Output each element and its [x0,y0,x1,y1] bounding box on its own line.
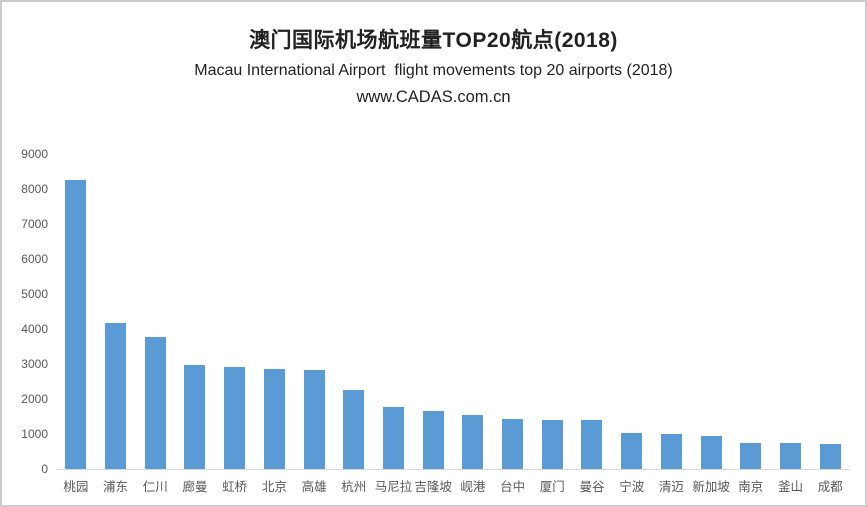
bar [263,368,285,469]
x-axis-label: 曼谷 [579,480,605,494]
bar-slot [135,154,175,469]
x-axis-label: 马尼拉 [374,480,413,494]
bar [700,435,722,469]
bar [462,414,484,469]
bar-slot [493,154,533,469]
x-axis-labels: 桃园 浦东 仁川 廊曼 虹桥 北京 高雄 杭州 马尼拉 吉隆坡 岘港 台中 厦门 曼谷 宁波 清迈 新加坡 南京釜… [56,476,850,495]
y-axis-tick-label: 7000 [21,216,48,231]
x-axis-label: 南京 [738,480,764,494]
x-axis-label: 清迈 [658,480,684,494]
bar-slot [175,154,215,469]
bars-container [56,154,850,469]
x-axis-label: 釜山 [778,480,804,494]
bar [422,410,444,469]
source-watermark: www.CADAS.com.cn [356,88,511,106]
bar [819,444,841,469]
y-axis-tick-label: 5000 [21,286,48,301]
x-axis-label: 新加坡 [692,480,730,494]
y-axis-tick-label: 4000 [21,322,48,336]
bar-slot [652,154,692,469]
bar-slot [294,154,334,469]
bar [65,180,87,469]
bar [144,337,166,469]
bar [740,443,762,469]
x-axis-label: 岘港 [460,480,486,494]
y-axis-tick-label: 3000 [21,356,48,371]
bar [621,432,643,469]
bar-slot [532,154,572,469]
bar-slot [413,154,453,469]
x-axis-label: 台中 [500,480,526,494]
bar-slot [691,154,731,469]
y-axis-tick-label: 8000 [21,181,48,196]
bar [343,389,365,469]
y-axis-tick-label: 9000 [21,147,48,161]
bar [502,418,524,469]
bar-slot [334,154,374,469]
x-axis-label: 厦门 [539,480,565,494]
x-axis-label: 吉隆坡 [414,480,452,494]
x-axis-label: 桃园 [63,480,89,494]
bar [382,407,404,469]
x-axis-label: 北京 [261,480,287,494]
bar [224,366,246,469]
bar [105,323,127,469]
bar-slot [771,154,811,469]
y-axis-tick-label: 1000 [21,426,48,441]
plot-area: 0 1000 2000 3000 4000 5000 6000 7000 8000 9000 桃园… [21,147,850,494]
bar [660,434,682,469]
bar [780,443,801,469]
x-axis-label: 廊曼 [182,480,208,494]
x-axis-label: 宁波 [619,480,645,494]
bar-slot [255,154,295,469]
y-axis: 0 1000 2000 3000 4000 5000 6000 7000 8000 9000 [21,147,850,476]
bar-slot [56,154,96,469]
x-axis-label: 虹桥 [222,480,248,494]
bar [581,420,603,469]
x-axis-label: 杭州 [341,480,367,494]
bar-slot [374,154,414,469]
bar-slot [96,154,136,469]
bar-slot [572,154,612,469]
x-axis-label: 高雄 [301,480,327,494]
bar-slot [215,154,255,469]
bar-slot [810,154,850,469]
chart-title: 澳门国际机场航班量TOP20航点(2018) [249,29,618,52]
y-axis-tick-label: 0 [41,462,48,476]
bar-slot [453,154,493,469]
x-axis-label: 浦东 [103,480,129,494]
chart-subtitle: Macau International Airport flight movem… [194,62,673,79]
bar [303,369,325,469]
bar-slot [612,154,652,469]
bar [541,420,563,469]
x-axis-label: 成都 [817,480,843,494]
y-axis-tick-label: 6000 [21,251,48,266]
x-axis-label: 仁川 [142,480,168,494]
y-axis-tick-label: 2000 [21,392,48,406]
bar-slot [731,154,771,469]
bar [184,365,206,469]
